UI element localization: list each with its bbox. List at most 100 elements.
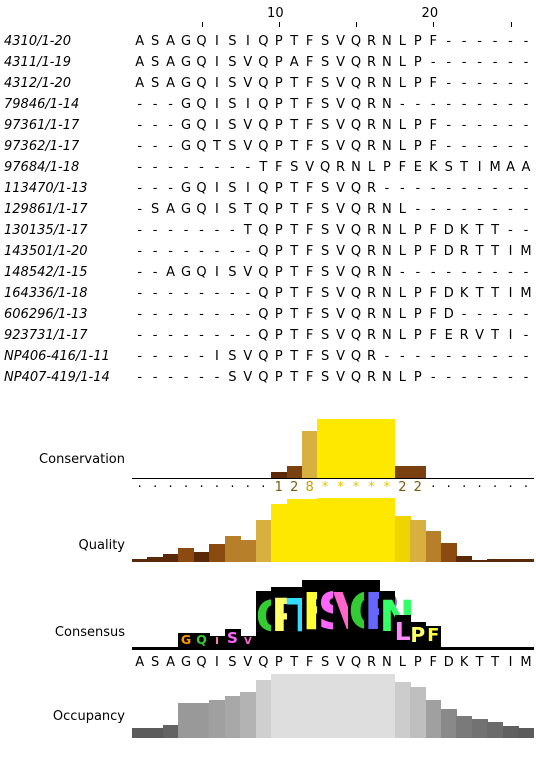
consensus-logo-letter: T <box>287 593 318 639</box>
residue: G <box>181 97 192 112</box>
residue: L <box>367 160 376 175</box>
consensus-residue: T <box>475 655 484 670</box>
residue: F <box>305 349 314 364</box>
residue: L <box>398 328 406 343</box>
residue: P <box>382 160 391 175</box>
residue: - <box>461 181 467 196</box>
occupancy-bar <box>363 674 380 738</box>
consensus-column <box>317 580 334 650</box>
sequence-row: 97684/1-18- - - - - - - - T F S V Q R N L P F E K S T I M A A <box>0 158 536 179</box>
conservation-label: Conservation <box>39 452 125 467</box>
residue: I <box>245 181 250 196</box>
residue: I <box>245 34 250 49</box>
residue: S <box>320 118 330 133</box>
residue: - <box>384 349 390 364</box>
residue: - <box>461 76 467 91</box>
residue: Q <box>258 265 269 280</box>
residue: - <box>492 34 498 49</box>
conservation-symbol: · <box>245 480 250 495</box>
residue: T <box>460 160 469 175</box>
consensus-logo-letter: G <box>180 632 192 648</box>
ruler-tick <box>356 22 358 27</box>
residue: S <box>320 286 330 301</box>
residue: T <box>290 265 299 280</box>
residue: F <box>398 160 407 175</box>
residue: - <box>523 307 529 322</box>
residue: - <box>430 349 436 364</box>
consensus-column <box>332 580 349 650</box>
residue: V <box>243 55 253 70</box>
residue: P <box>413 34 422 49</box>
residue: Q <box>350 307 362 322</box>
residue: S <box>320 55 330 70</box>
residue: F <box>429 34 437 49</box>
residue: Q <box>258 349 269 364</box>
consensus-column <box>178 632 195 650</box>
residue: - <box>168 307 173 322</box>
residue: V <box>336 328 346 343</box>
residue: P <box>413 307 422 322</box>
residue: - <box>245 286 251 301</box>
quality-bar <box>487 559 504 562</box>
residue: - <box>415 349 421 364</box>
sequence-row: 4312/1-20 A S A G Q I S V Q P T F S V Q R N L P F - - - - - - <box>0 74 536 95</box>
residue: V <box>336 244 346 259</box>
quality-bar <box>162 554 179 562</box>
quality-bar <box>332 498 349 562</box>
sequence-row: 606296/1-13- - - - - - - - Q P T F S V Q R N L P F D - - - - - <box>0 305 536 326</box>
residue: - <box>523 34 529 49</box>
residue: - <box>152 265 158 280</box>
residue: - <box>430 202 436 217</box>
residue: - <box>477 202 482 217</box>
residue: - <box>214 160 220 175</box>
residue: Q <box>350 349 362 364</box>
consensus-logo-letter: S <box>317 586 353 637</box>
consensus-logo-letter: Q <box>256 596 292 639</box>
residue: A <box>135 76 145 91</box>
residue: G <box>181 181 192 196</box>
residue: Q <box>350 244 362 259</box>
residue: A <box>289 55 299 70</box>
alignment-ruler: 10 20 <box>0 0 536 30</box>
residue: - <box>168 244 173 259</box>
residue: N <box>382 139 392 154</box>
residue: R <box>366 328 376 343</box>
quality-bar <box>410 519 427 562</box>
residue: - <box>137 349 143 364</box>
residue: - <box>230 223 235 238</box>
residue: V <box>243 118 253 133</box>
residue: T <box>290 118 299 133</box>
consensus-residue: S <box>320 655 330 670</box>
residue: S <box>228 118 237 133</box>
residue: Q <box>350 76 362 91</box>
residue: - <box>137 97 143 112</box>
residue: - <box>492 97 498 112</box>
residue: R <box>366 55 376 70</box>
sequence-name: 923731/1-17 <box>4 328 88 343</box>
consensus-column <box>363 580 380 650</box>
residue: S <box>320 223 330 238</box>
residue: - <box>199 160 204 175</box>
residue: A <box>135 55 145 70</box>
residue: S <box>228 55 237 70</box>
residue: - <box>461 307 467 322</box>
residue: Q <box>196 181 207 196</box>
residue: V <box>336 181 346 196</box>
quality-bar <box>348 498 365 562</box>
residue: Q <box>350 34 362 49</box>
conservation-axis <box>132 478 534 479</box>
residue: P <box>274 244 283 259</box>
occupancy-bar <box>301 674 318 738</box>
consensus-logo-letter: L <box>394 616 411 646</box>
residue: L <box>398 307 406 322</box>
quality-bar <box>502 559 519 562</box>
sequence-name: 4312/1-20 <box>4 76 71 91</box>
residue: V <box>336 370 346 385</box>
residue: N <box>382 118 392 133</box>
ruler-tick <box>510 22 512 27</box>
residue: Q <box>258 76 269 91</box>
conservation-bar <box>363 418 380 478</box>
residue: Q <box>258 55 269 70</box>
residue: T <box>290 76 299 91</box>
consensus-column <box>255 590 272 650</box>
